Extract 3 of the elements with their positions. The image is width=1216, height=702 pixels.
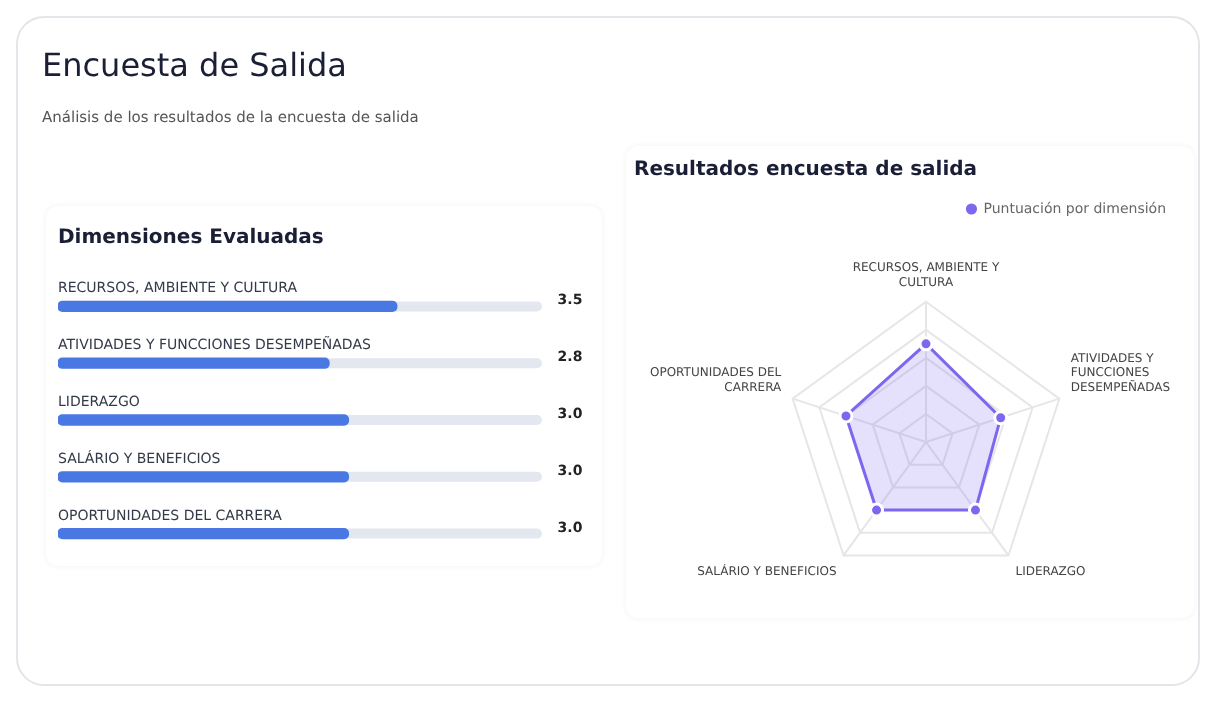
- chart-title: Dimensiones Evaluadas: [58, 227, 324, 250]
- chart-title: Resultados encuesta de salida: [634, 159, 978, 182]
- text: Encuesta de Salida: [42, 46, 349, 84]
